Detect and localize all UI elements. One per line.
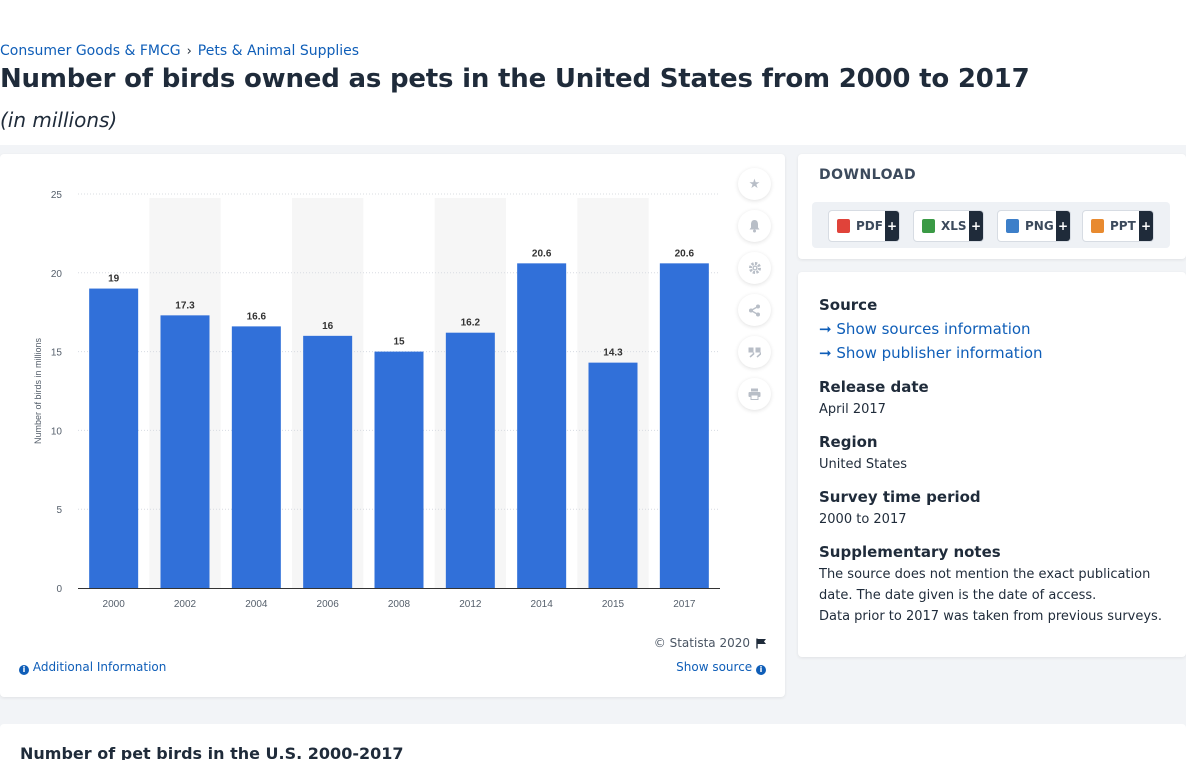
xls-file-icon (922, 219, 935, 233)
star-icon[interactable]: ★ (738, 168, 771, 200)
plus-icon: + (885, 211, 899, 241)
page-title: Number of birds owned as pets in the Uni… (0, 64, 1030, 94)
x-tick-label: 2015 (602, 599, 625, 610)
y-axis-title: Number of birds in millions (33, 337, 43, 444)
gear-icon[interactable] (738, 252, 771, 284)
survey-period-value: 2000 to 2017 (819, 512, 907, 527)
chart-card: 0 5 10 15 20 25 Number of birds in millions 19 2… (0, 154, 785, 697)
x-tick-label: 2000 (103, 599, 126, 610)
print-icon[interactable] (738, 378, 771, 410)
show-sources-label: Show sources information (836, 320, 1031, 338)
data-label: 16 (322, 321, 334, 332)
share-icon[interactable] (738, 294, 771, 326)
x-tick-label: 2014 (531, 599, 554, 610)
source-heading: Source (819, 296, 878, 314)
png-file-icon (1006, 219, 1019, 233)
show-sources-link[interactable]: ➞ Show sources information (819, 320, 1031, 338)
supplementary-notes-line-1: The source does not mention the exact pu… (819, 567, 1151, 582)
copyright: © Statista 2020 (654, 636, 767, 650)
y-tick-label: 10 (51, 426, 63, 437)
data-label: 20.6 (532, 248, 552, 259)
data-label: 17.3 (175, 300, 195, 311)
data-label: 14.3 (603, 348, 623, 359)
bar-2008 (374, 351, 424, 588)
additional-information-label: Additional Information (32, 660, 167, 674)
y-tick-label: 0 (56, 584, 62, 595)
details-panel: Source ➞ Show sources information ➞ Show… (798, 272, 1186, 657)
bar-2017 (659, 263, 709, 588)
x-tick-label: 2004 (245, 599, 268, 610)
info-icon: i (19, 665, 29, 675)
bar-2014 (517, 263, 567, 588)
download-ppt-label: PPT (1110, 219, 1136, 233)
flag-icon[interactable] (756, 638, 767, 649)
header-background (0, 0, 1186, 145)
x-tick-label: 2012 (459, 599, 482, 610)
download-title: DOWNLOAD (819, 167, 917, 183)
bar-2006 (303, 335, 353, 588)
data-label: 20.6 (675, 248, 695, 259)
download-png-label: PNG (1025, 219, 1054, 233)
chart-tools: ★ (738, 168, 771, 410)
info-icon: i (756, 665, 766, 675)
arrow-right-icon: ➞ (819, 320, 832, 338)
quote-icon[interactable] (738, 336, 771, 368)
y-tick-label: 5 (56, 505, 62, 516)
data-label: 15 (393, 337, 405, 348)
breadcrumb-item-pets[interactable]: Pets & Animal Supplies (197, 43, 360, 59)
plus-icon: + (1056, 211, 1070, 241)
related-statistic-card: Number of pet birds in the U.S. 2000-201… (0, 724, 1186, 760)
download-png-button[interactable]: PNG + (997, 210, 1071, 242)
plus-icon: + (969, 211, 983, 241)
additional-information-link[interactable]: i Additional Information (19, 660, 166, 675)
x-tick-label: 2002 (174, 599, 197, 610)
x-tick-label: 2008 (388, 599, 411, 610)
survey-period-heading: Survey time period (819, 488, 981, 506)
release-date-heading: Release date (819, 378, 929, 396)
bar-chart: 0 5 10 15 20 25 Number of birds in millions 19 2… (33, 190, 720, 610)
y-tick-label: 25 (51, 190, 63, 201)
show-source-link[interactable]: Show source i (676, 660, 766, 675)
related-statistic-title[interactable]: Number of pet birds in the U.S. 2000-201… (20, 744, 404, 760)
breadcrumb: Consumer Goods & FMCG › Pets & Animal Su… (0, 43, 359, 59)
y-tick-label: 15 (51, 348, 63, 359)
ppt-file-icon (1091, 219, 1104, 233)
breadcrumb-item-consumer-goods[interactable]: Consumer Goods & FMCG (0, 43, 181, 59)
download-ppt-button[interactable]: PPT + (1082, 210, 1154, 242)
download-pdf-button[interactable]: PDF + (828, 210, 900, 242)
supplementary-notes-heading: Supplementary notes (819, 543, 1001, 561)
bar-2000 (89, 288, 139, 588)
data-label: 16.2 (461, 318, 481, 329)
show-publisher-label: Show publisher information (836, 344, 1043, 362)
download-buttons: PDF + XLS + PNG + PPT + (812, 202, 1170, 248)
region-heading: Region (819, 433, 878, 451)
bell-icon[interactable] (738, 210, 771, 242)
arrow-right-icon: ➞ (819, 344, 832, 362)
y-tick-label: 20 (51, 269, 63, 280)
supplementary-notes-line-2: date. The date given is the date of acce… (819, 588, 1097, 603)
show-source-label: Show source (676, 660, 753, 674)
x-tick-label: 2006 (317, 599, 340, 610)
breadcrumb-separator: › (186, 43, 192, 59)
download-xls-button[interactable]: XLS + (913, 210, 984, 242)
bar-2004 (231, 326, 281, 588)
plus-icon: + (1139, 211, 1153, 241)
download-pdf-label: PDF (856, 219, 883, 233)
bar-2015 (588, 362, 638, 588)
data-label: 16.6 (247, 311, 267, 322)
release-date-value: April 2017 (819, 402, 886, 417)
supplementary-notes-line-3: Data prior to 2017 was taken from previo… (819, 609, 1162, 624)
bar-2012 (445, 332, 495, 588)
show-publisher-link[interactable]: ➞ Show publisher information (819, 344, 1043, 362)
data-label: 19 (108, 274, 120, 285)
download-xls-label: XLS (941, 219, 967, 233)
region-value: United States (819, 457, 908, 472)
copyright-text: © Statista 2020 (653, 636, 750, 650)
download-panel: DOWNLOAD PDF + XLS + PNG + PPT + (798, 154, 1186, 259)
bar-2002 (160, 315, 210, 588)
pdf-file-icon (837, 219, 850, 233)
page-subtitle: (in millions) (0, 108, 118, 132)
x-tick-label: 2017 (673, 599, 696, 610)
